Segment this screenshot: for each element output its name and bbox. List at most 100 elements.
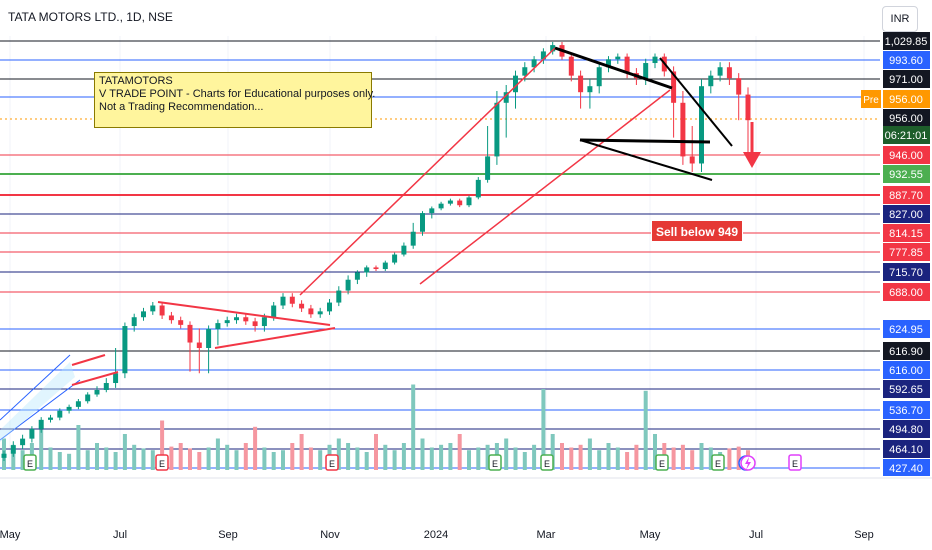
time-tick-label: 2024: [424, 529, 448, 541]
candle-body: [596, 67, 602, 87]
volume-bar: [727, 448, 732, 470]
trend-line[interactable]: [659, 57, 733, 147]
volume-bar: [225, 444, 230, 470]
price-axis[interactable]: 1,029.85 993.60 971.00 956.00 956.00 06:21:01…: [861, 32, 932, 477]
candle-body: [234, 317, 239, 321]
event-marker-label: E: [492, 459, 498, 469]
trend-line[interactable]: [71, 354, 106, 366]
event-marker-label: E: [544, 459, 550, 469]
candle-body: [252, 321, 258, 327]
event-marker[interactable]: E: [788, 454, 802, 471]
trend-line[interactable]: [579, 138, 711, 144]
candle-body: [671, 71, 677, 103]
candle-body: [150, 305, 156, 312]
price-tag[interactable]: [883, 165, 930, 183]
price-tag[interactable]: [883, 146, 930, 164]
trend-line[interactable]: [0, 379, 81, 441]
candle-body: [1, 453, 7, 458]
candle-body: [75, 401, 81, 407]
pre-tag[interactable]: [861, 90, 881, 108]
lightning-icon[interactable]: [740, 455, 756, 471]
volume-bar: [39, 429, 44, 470]
price-tag[interactable]: [883, 342, 930, 360]
candle-body: [271, 305, 277, 318]
note-annotation[interactable]: TATAMOTORS V TRADE POINT - Charts for Ed…: [94, 72, 376, 128]
volume-bar: [532, 444, 537, 470]
price-tag[interactable]: [883, 420, 930, 438]
candle-body: [438, 203, 444, 209]
volume-bar: [67, 453, 72, 470]
currency-button[interactable]: INR: [882, 6, 918, 32]
trend-line[interactable]: [579, 139, 713, 181]
event-marker[interactable]: E: [488, 454, 502, 471]
trend-line[interactable]: [299, 47, 556, 296]
price-tag[interactable]: [883, 51, 930, 69]
price-tag[interactable]: [883, 32, 930, 50]
note-line-1: TATAMOTORS: [99, 75, 173, 87]
note-line-2: V TRADE POINT - Charts for Educational p…: [99, 88, 376, 100]
volume-bar: [513, 447, 518, 470]
candle-body: [122, 326, 128, 374]
price-tag[interactable]: [883, 361, 930, 379]
volume-bar: [76, 425, 81, 470]
price-tag[interactable]: [883, 459, 930, 477]
trend-line[interactable]: [554, 46, 673, 90]
candle-body: [578, 75, 584, 93]
price-tag-label: 777.85: [889, 247, 923, 259]
trend-line[interactable]: [0, 354, 71, 421]
volume-bar: [178, 443, 183, 470]
price-tag[interactable]: [883, 440, 930, 458]
candle-body: [364, 267, 370, 273]
volume-bar: [160, 420, 165, 470]
event-marker[interactable]: E: [711, 454, 725, 471]
price-tag-label: 956.00: [889, 94, 923, 106]
volume-bar: [243, 443, 248, 470]
volume-bar: [374, 434, 378, 470]
event-marker[interactable]: E: [655, 454, 669, 471]
price-tag[interactable]: [883, 224, 930, 242]
price-tag[interactable]: [883, 70, 930, 88]
candles: [1, 41, 751, 461]
trend-line[interactable]: [214, 327, 336, 349]
trend-line[interactable]: [71, 371, 119, 386]
candle-body: [606, 59, 611, 68]
price-tag[interactable]: [883, 205, 930, 223]
candle-body: [289, 296, 295, 304]
price-tag[interactable]: [883, 126, 930, 144]
candle-body: [475, 179, 481, 198]
volume-bar: [20, 450, 25, 470]
trend-line[interactable]: [157, 301, 331, 326]
volume-bar: [206, 447, 211, 470]
price-tag-label: 688.00: [889, 287, 923, 299]
price-tag-label: 946.00: [889, 150, 923, 162]
event-marker[interactable]: E: [155, 454, 169, 471]
sell-below-label[interactable]: Sell below 949: [651, 220, 743, 242]
price-tag[interactable]: [883, 186, 930, 204]
volume-bar: [355, 447, 360, 470]
price-tag[interactable]: [883, 320, 930, 338]
price-tag[interactable]: [883, 90, 930, 108]
candle-body: [373, 267, 379, 270]
price-tag-label: 536.70: [889, 405, 923, 417]
volume-bar: [364, 452, 369, 470]
price-tag[interactable]: [883, 243, 930, 261]
channel-fill: [0, 362, 75, 442]
price-tag[interactable]: [883, 109, 930, 127]
time-axis[interactable]: May Jul Sep Nov 2024 Mar May Jul Sep: [0, 476, 932, 550]
volume-bar: [95, 443, 99, 470]
price-tag[interactable]: [883, 263, 930, 281]
volume-bar: [467, 450, 471, 470]
event-marker[interactable]: E: [325, 454, 339, 471]
price-tag[interactable]: [883, 380, 930, 398]
candle-body: [717, 67, 723, 76]
time-tick-label: May: [640, 529, 661, 541]
volume-bar: [57, 452, 62, 470]
trend-line[interactable]: [419, 89, 671, 285]
event-marker[interactable]: E: [540, 454, 554, 471]
volume-bar: [132, 444, 137, 470]
price-tag[interactable]: [883, 401, 930, 419]
event-marker[interactable]: E: [23, 454, 37, 471]
price-tag[interactable]: [883, 283, 930, 301]
symbol-title[interactable]: TATA MOTORS LTD., 1D, NSE: [8, 10, 173, 24]
